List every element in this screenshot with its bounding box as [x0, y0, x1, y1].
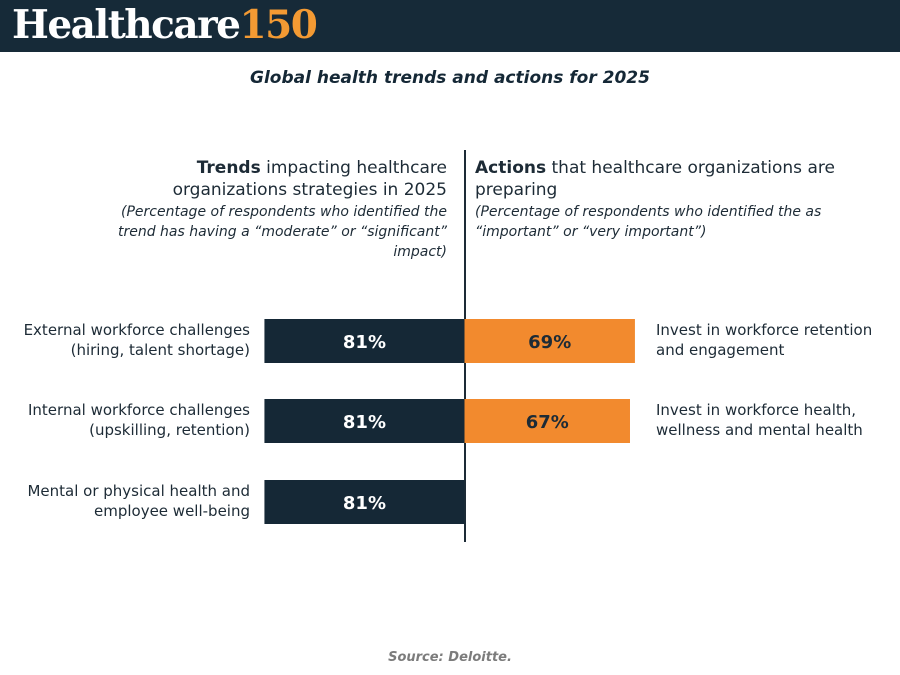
- logo-number: 150: [239, 2, 318, 48]
- action-bar-2: [464, 399, 630, 443]
- action-category-label-2: Invest in workforce health, wellness and…: [656, 401, 863, 439]
- trends-heading-main: Trends impacting healthcare organization…: [97, 157, 447, 201]
- actions-heading-rest: that healthcare organizations are prepar…: [475, 158, 835, 200]
- trend-category-label-1: External workforce challenges (hiring, t…: [23, 321, 250, 359]
- logo-word: Healthcare: [12, 2, 241, 48]
- trend-bar-3: [264, 480, 465, 524]
- trend-category-label-2: Internal workforce challenges (upskillin…: [28, 401, 250, 439]
- action-category-label-1: Invest in workforce retention and engage…: [656, 321, 873, 359]
- trends-heading-rest: impacting healthcare organizations strat…: [172, 158, 447, 200]
- trend-bar-1: [264, 319, 465, 363]
- trend-bar-2: [264, 399, 465, 443]
- trend-category-label-3: Mental or physical health and employee w…: [27, 482, 250, 520]
- trends-heading: Trends impacting healthcare organization…: [97, 157, 447, 262]
- chart-title: Global health trends and actions for 202…: [250, 68, 650, 88]
- trend-value-label-3: 81%: [343, 493, 386, 514]
- action-bar-1: [464, 319, 635, 363]
- trend-value-label-2: 81%: [343, 412, 386, 433]
- trends-heading-bold: Trends: [196, 158, 261, 178]
- healthcare150-logo: Healthcare150: [12, 2, 318, 48]
- actions-heading-note: (Percentage of respondents who identifie…: [475, 204, 822, 240]
- source-note: Source: Deloitte.: [388, 650, 512, 665]
- action-value-label-2: 67%: [526, 412, 569, 433]
- trends-heading-note: (Percentage of respondents who identifie…: [117, 204, 447, 260]
- header-bar: Healthcare150: [0, 0, 900, 52]
- action-value-label-1: 69%: [528, 332, 571, 353]
- trend-value-label-1: 81%: [343, 332, 386, 353]
- actions-heading: Actions that healthcare organizations ar…: [475, 157, 835, 242]
- actions-heading-bold: Actions: [475, 158, 547, 178]
- actions-heading-main: Actions that healthcare organizations ar…: [475, 157, 835, 201]
